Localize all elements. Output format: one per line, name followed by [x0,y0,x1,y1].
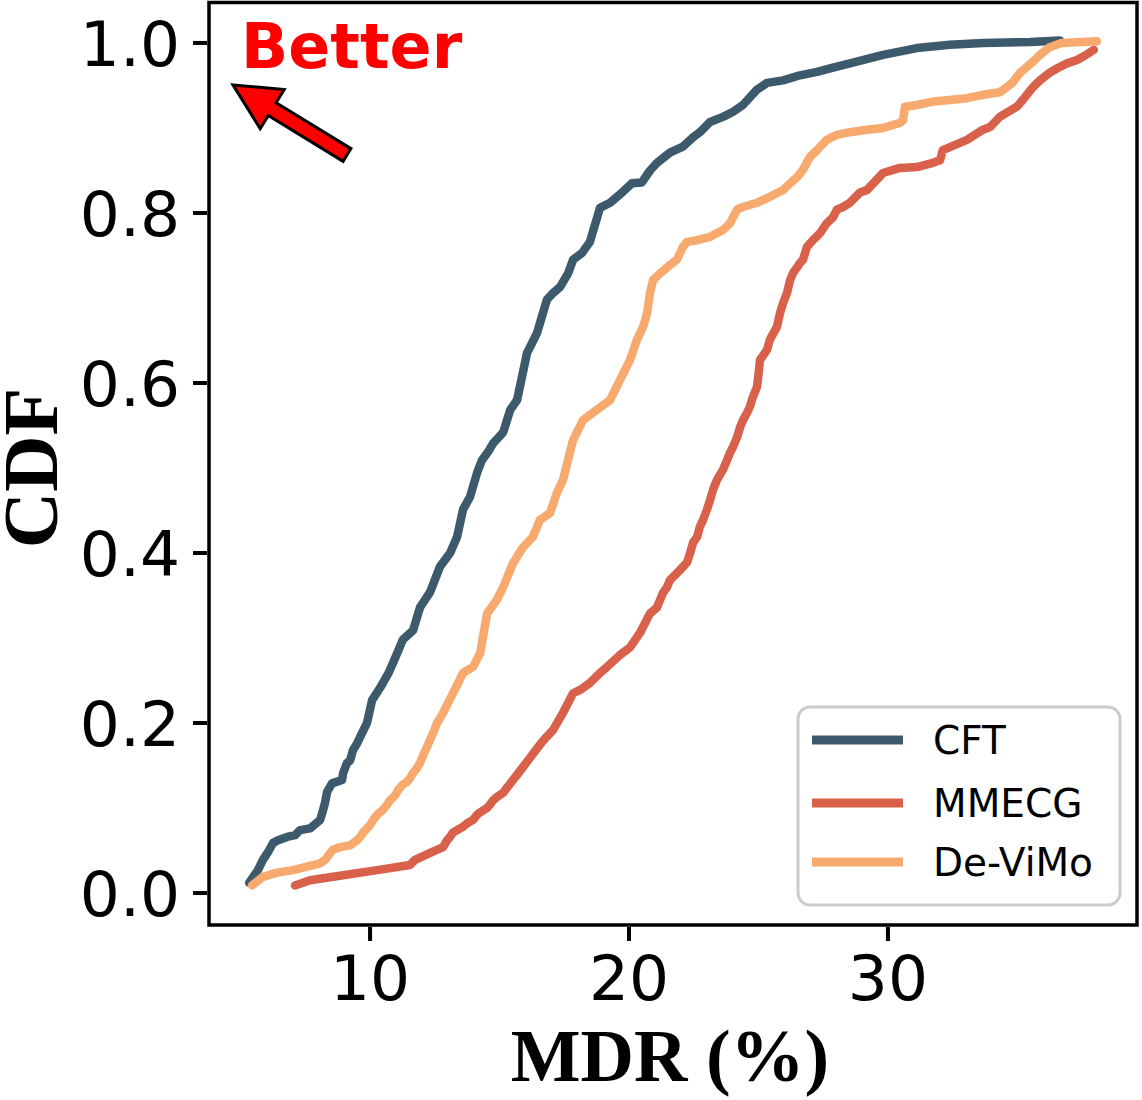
legend-label-de-vimo: De-ViMo [933,840,1093,885]
legend: CFT MMECG De-ViMo [798,707,1120,905]
better-arrow-icon [233,85,351,161]
x-tick-label: 10 [330,942,410,1015]
legend-label-mmecg: MMECG [933,781,1082,826]
cdf-chart: 10 20 30 0.0 0.2 0.4 0.6 0.8 1.0 MDR (%) CDF Be… [0,0,1142,1100]
y-tick-label: 1.0 [80,8,180,81]
y-axis-ticks: 0.0 0.2 0.4 0.6 0.8 1.0 [80,8,207,931]
x-axis-ticks: 10 20 30 [330,927,928,1015]
y-tick-label: 0.4 [80,518,180,591]
better-annotation: Better [241,10,463,83]
y-tick-label: 0.8 [80,178,180,251]
y-tick-label: 0.6 [80,348,180,421]
x-axis-label: MDR (%) [511,1015,830,1097]
x-tick-label: 30 [848,942,928,1015]
x-tick-label: 20 [589,942,669,1015]
legend-label-cft: CFT [933,718,1006,763]
y-axis-label: CDF [0,388,74,548]
chart-canvas: 10 20 30 0.0 0.2 0.4 0.6 0.8 1.0 MDR (%) CDF Be… [0,0,1142,1100]
y-tick-label: 0.0 [80,858,180,931]
y-tick-label: 0.2 [80,688,180,761]
